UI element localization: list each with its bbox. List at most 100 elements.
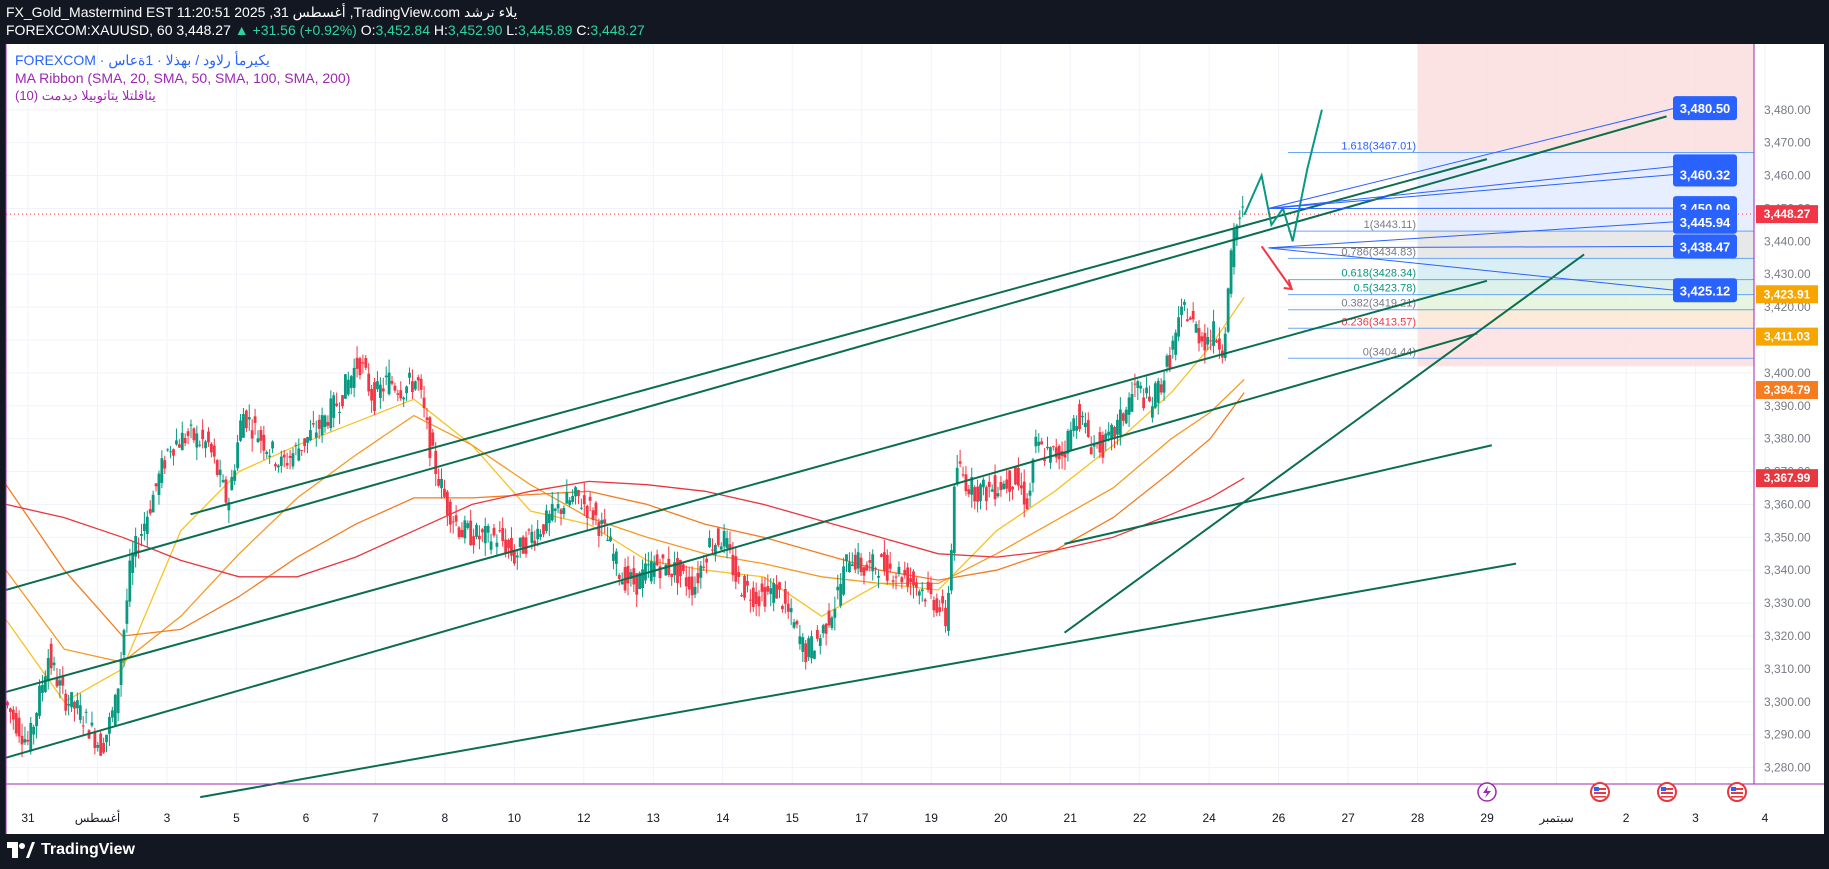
candle-body [617,574,621,579]
candle-body [309,430,312,441]
candle-body [661,554,665,559]
candle-body [198,444,202,446]
candle-body [175,440,178,445]
time-tick-label: 15 [786,811,800,825]
price-tick-label: 3,310.00 [1764,662,1811,676]
candle-body [833,608,837,618]
candle-body [778,582,781,590]
legend-ma-ribbon[interactable]: MA Ribbon (SMA, 20, SMA, 50, SMA, 100, S… [15,70,350,86]
candle-body [84,711,88,713]
legend-symbol[interactable]: FOREXCOM · يكيرمأ رلاود / بهذلا · 1ةعاس [15,50,270,69]
candle-body [303,438,307,447]
candle-body [247,417,251,420]
candle-body [550,503,554,521]
candle-body [769,588,773,595]
candle-body [349,376,353,388]
candle-body [737,571,741,578]
candle-body [1011,486,1014,490]
candle-body [1040,441,1044,445]
candle-body [390,380,394,384]
candle-body [1185,319,1189,322]
time-tick-label: 14 [716,811,730,825]
candle-body [67,703,71,706]
lightning-icon[interactable] [1477,782,1497,802]
candle-body [378,384,382,399]
candle-body [358,358,362,376]
candle-body [929,582,933,595]
candle-body [142,523,146,532]
price-badge [1756,469,1818,488]
candle-body [1200,336,1204,342]
target-connector [1268,247,1676,291]
candle-body [300,449,304,451]
channel-line [1063,253,1585,634]
candle-body [253,416,257,423]
candle-body [915,582,918,588]
candle-body [1118,409,1122,435]
candle-body [317,419,321,429]
candle-body [845,554,848,562]
candle-body [1191,310,1195,320]
candle-body [55,677,59,687]
price-tick-label: 3,430.00 [1764,267,1811,281]
us-flag-icon[interactable] [1657,782,1677,802]
tradingview-logo[interactable]: TradingView [7,841,135,859]
candle-body [1037,441,1041,446]
candle-body [1081,415,1084,418]
candle-body [1229,250,1233,294]
us-flag-icon[interactable] [1590,782,1610,802]
candle-body [1130,393,1134,412]
target-text: 3,460.32 [1680,168,1731,183]
candle-body [367,373,371,392]
candle-body [577,490,580,497]
candle-body [64,693,68,711]
target-label: 3,480.50 [1673,96,1737,121]
candle-body [1046,446,1049,449]
candle-body [638,572,642,590]
legend-auto-fib[interactable]: (10) يئاقلتلا يتاتوبيلا ديدمت [15,88,156,104]
candle-body [542,524,545,535]
candle-body [437,478,441,486]
candle-body [597,522,601,536]
candle-body [1116,419,1119,435]
candle-body [29,722,33,752]
candle-body [562,507,566,514]
candle-body [1121,413,1125,421]
price-badge [1756,327,1818,346]
price-chart[interactable]: 1.618(3467.01) 1(3443.11) 0.786(3434.83) 0.… [0,44,1829,834]
candle-body [463,520,467,539]
candle-body [646,564,650,566]
candle-body [821,625,825,634]
time-axis[interactable]: 31 أغسطس 3 5 6 7 8 10 12 13 14 15 17 19 20 21 22 24 26 27 28… [21,810,1768,825]
price-axis[interactable]: 3,280.00 3,290.00 3,300.00 3,310.00 3,320.00… [1764,103,1811,775]
candle-body [422,397,426,409]
candle-body [862,567,866,576]
candle-body [70,692,73,708]
candle-body [579,507,583,509]
candle-body [1209,340,1213,342]
candle-body [1153,383,1157,408]
candle-body [713,545,717,555]
candle-body [591,510,595,520]
candle-body [230,476,234,491]
candle-body [469,520,473,546]
time-tick-label: 13 [647,811,661,825]
candle-body [288,456,292,458]
symbol-label[interactable]: FOREXCOM:XAUUSD, 60 [6,22,173,38]
candle-body [443,488,446,497]
candle-body [702,566,706,568]
candle-body [413,381,417,390]
target-box [1673,278,1737,303]
us-flag-icon[interactable] [1727,782,1747,802]
candle-body [376,381,379,390]
candle-body [99,733,103,756]
candle-body [1206,336,1210,345]
footer-bar: TradingView [0,834,1829,869]
price-badge [1756,381,1818,400]
price-tick-label: 3,290.00 [1764,728,1811,742]
candle-body [75,700,79,709]
candle-body [996,493,1000,497]
price-tick-label: 3,440.00 [1764,234,1811,248]
time-tick-label: 20 [994,811,1008,825]
candle-body [748,599,752,601]
